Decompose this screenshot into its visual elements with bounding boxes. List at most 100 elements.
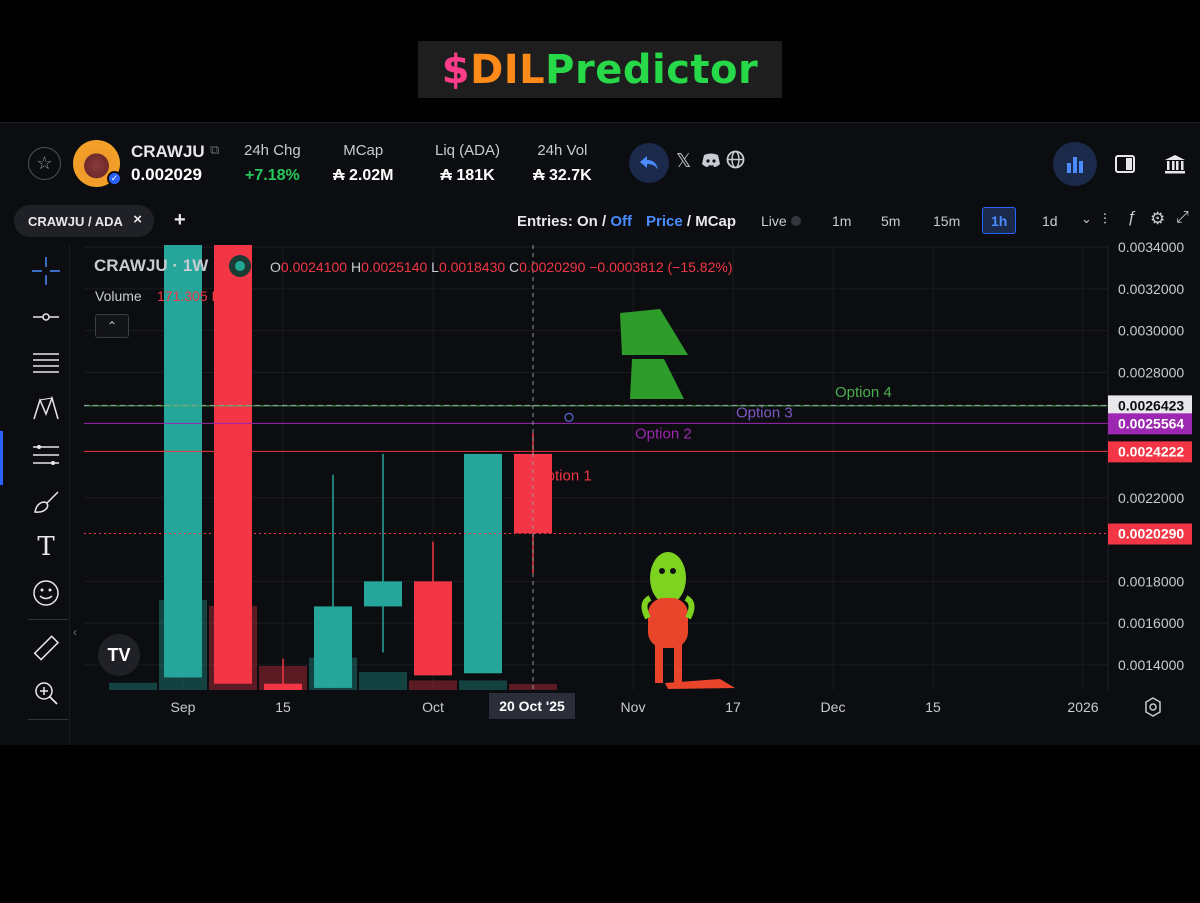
y-tick-label: 0.0034000 <box>1118 239 1184 255</box>
promo-banner: $ DIL Predictor <box>418 41 782 98</box>
gear-icon[interactable]: ⚙ <box>1150 209 1166 228</box>
candle-body <box>314 606 352 688</box>
pattern-icon[interactable] <box>28 393 64 425</box>
chevron-down-icon[interactable]: ⌄ <box>1081 211 1092 226</box>
add-tab-button[interactable]: + <box>174 209 186 231</box>
zoom-in-icon[interactable] <box>28 677 64 709</box>
x-icon[interactable]: 𝕏 <box>676 151 692 172</box>
chart-view-icon[interactable] <box>1053 142 1097 186</box>
price-chart[interactable]: Option 4 Option 3 Option 2 Option 1 0.003400… <box>0 123 1200 746</box>
ohlc-key-close: C <box>509 259 520 275</box>
volume-bar <box>409 680 457 690</box>
banner-dil: DIL <box>470 46 546 93</box>
chart-settings-gear-icon[interactable] <box>1143 697 1163 723</box>
token-ticker: CRAWJU <box>131 142 205 161</box>
share-icon[interactable] <box>629 143 669 183</box>
x-tick-label: 2026 <box>1067 699 1098 715</box>
stat-label: MCap <box>343 142 384 159</box>
y-tick-label: 0.0016000 <box>1118 615 1184 631</box>
close-icon[interactable]: × <box>133 211 142 228</box>
price-tag-label: 0.0020290 <box>1118 526 1184 542</box>
stat-24h-volume: 24h Vol ₳ 32.7K <box>533 142 592 185</box>
option-label: Option 3 <box>736 404 793 421</box>
option-label: Option 1 <box>535 467 592 484</box>
ruler-icon[interactable] <box>28 633 64 665</box>
stat-value: ₳ 32.7K <box>533 167 592 184</box>
bank-icon[interactable] <box>1153 142 1197 186</box>
discord-icon[interactable] <box>701 152 721 174</box>
y-tick-label: 0.0014000 <box>1118 657 1184 673</box>
sub-toolbar: CRAWJU / ADA × <box>0 201 1200 241</box>
x-tick-label: Nov <box>621 699 646 715</box>
timeframe-5m[interactable]: 5m <box>881 212 901 229</box>
price-tag <box>1108 413 1192 435</box>
stat-label: 24h Vol <box>537 142 588 159</box>
timeframe-1d[interactable]: 1d <box>1042 212 1058 229</box>
price-tag-label: 0.0025564 <box>1118 415 1184 431</box>
tradingview-logo[interactable]: TV <box>98 634 140 676</box>
crosshair-icon[interactable] <box>28 255 64 287</box>
trend-line-icon[interactable] <box>28 301 64 333</box>
ohlc-open: 0.0024100 <box>280 259 348 275</box>
marker-dot <box>564 412 574 422</box>
globe-icon[interactable] <box>726 150 745 175</box>
tool-indicator <box>0 431 3 485</box>
volume-label: Volume <box>95 288 142 304</box>
x-tick-label: 15 <box>925 699 941 715</box>
collapse-legend-button[interactable]: ⌃ <box>95 314 129 338</box>
candle-body <box>264 683 302 690</box>
text-icon[interactable]: T <box>37 532 55 562</box>
y-tick-label: 0.0018000 <box>1118 573 1184 589</box>
x-tick-label: 15 <box>275 699 291 715</box>
trading-app: ☆ ✓ CRAWJU ⧉ 0.002029 24h Chg +7.18% MCa… <box>0 122 1200 745</box>
banner-dollar: $ <box>441 46 471 93</box>
timeframe-1m[interactable]: 1m <box>832 212 852 229</box>
entries-toggle[interactable]: Entries: On / Off <box>517 213 632 230</box>
token-price: 0.002029 <box>131 165 202 184</box>
stat-24h-change: 24h Chg +7.18% <box>244 142 301 185</box>
tab-crawju-ada[interactable]: CRAWJU / ADA × <box>14 205 154 237</box>
toolbar-divider <box>28 619 68 620</box>
ohlc-key-high: H <box>350 259 362 275</box>
fullscreen-icon[interactable]: ⤢ <box>1176 209 1189 226</box>
star-icon[interactable]: ☆ <box>28 147 61 180</box>
volume-bar <box>459 680 507 690</box>
candle-body <box>164 245 202 678</box>
ohlc-key-low: L <box>431 259 439 275</box>
toolbar-divider <box>28 719 68 720</box>
drawing-toolbar: T ‹ <box>0 245 77 745</box>
timeframe-1h[interactable]: 1h <box>982 207 1017 234</box>
emoji-icon[interactable] <box>28 577 64 609</box>
candle-type-icon[interactable]: ⫶ <box>1103 211 1107 228</box>
x-tick-label: Sep <box>171 699 196 715</box>
volume-bar <box>359 672 407 690</box>
legend-symbol: CRAWJU · 1W <box>94 256 209 275</box>
ohlc-values: O0.0024100 H0.0025140 L0.0018430 C0.0020… <box>270 259 732 275</box>
fib-icon[interactable] <box>28 347 64 379</box>
entries-off[interactable]: Off <box>610 213 633 230</box>
ohlc-close: 0.0020290 <box>519 259 586 275</box>
ohlc-high: 0.0025140 <box>361 259 428 275</box>
x-tick-label: 17 <box>725 699 741 715</box>
date-cursor-label: 20 Oct '25 <box>489 693 575 719</box>
brush-icon[interactable] <box>28 485 64 517</box>
copy-icon[interactable]: ⧉ <box>210 142 220 157</box>
verified-icon: ✓ <box>107 171 122 186</box>
price-option[interactable]: Price <box>646 213 683 230</box>
live-label: Live <box>761 212 787 229</box>
panel-icon[interactable] <box>1103 142 1147 186</box>
live-indicator <box>790 215 801 226</box>
mcap-option[interactable]: / MCap <box>682 213 737 230</box>
timeframe-15m[interactable]: 15m <box>933 212 961 229</box>
live-toggle[interactable]: Live <box>753 207 809 234</box>
x-tick-label: Dec <box>821 699 846 715</box>
indicator-icon[interactable]: ƒ <box>1127 209 1136 226</box>
prediction-icon[interactable] <box>28 439 64 471</box>
price-mcap-toggle[interactable]: Price / MCap <box>646 213 736 230</box>
stat-value: ₳ 181K <box>440 167 495 184</box>
ohlc-low: 0.0018430 <box>438 259 506 275</box>
collapse-toolbar-icon[interactable]: ‹ <box>73 625 77 639</box>
volume-value: 171.305 K <box>157 288 221 304</box>
tab-label: CRAWJU / ADA <box>28 213 123 229</box>
price-tag <box>1108 441 1192 463</box>
